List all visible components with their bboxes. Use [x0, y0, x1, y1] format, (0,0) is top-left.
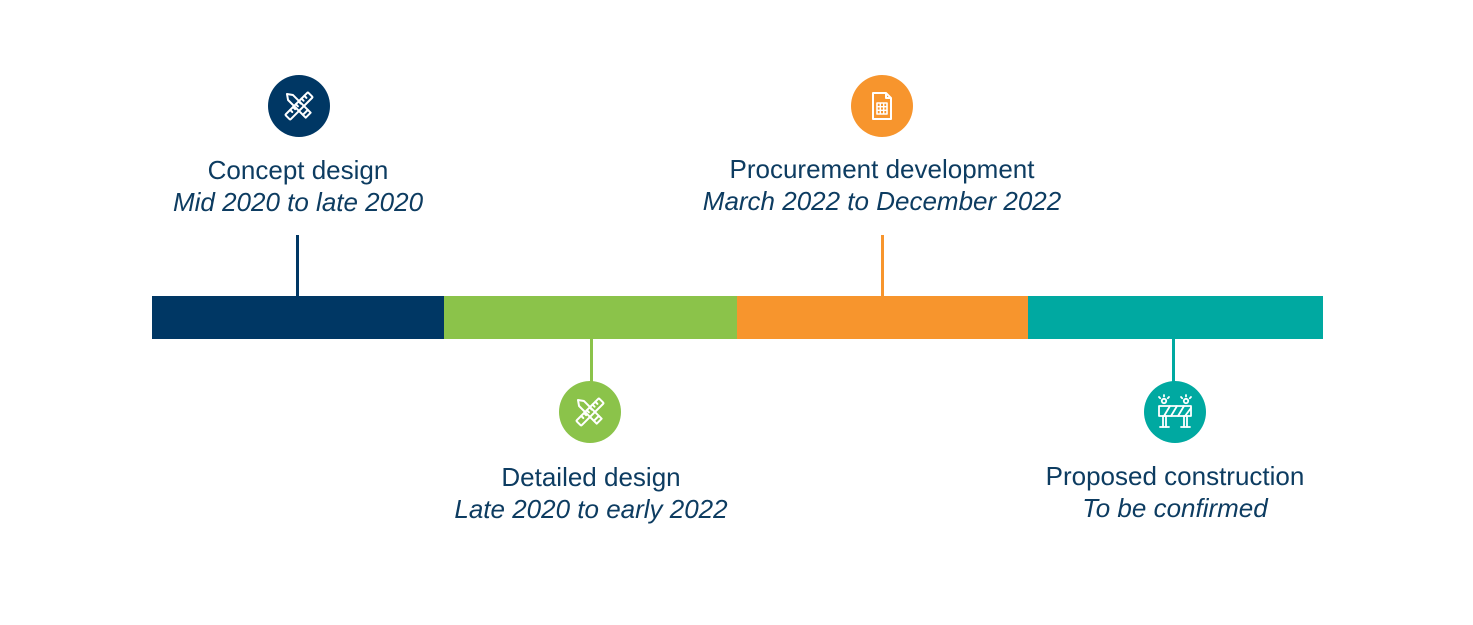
phase-title: Proposed construction: [1045, 461, 1305, 491]
timeline-segment-construction: [1028, 296, 1323, 339]
connector-concept: [296, 235, 299, 296]
design-tools-icon: [268, 75, 330, 137]
document-icon: [851, 75, 913, 137]
phase-title: Detailed design: [501, 462, 681, 492]
phase-dates: Late 2020 to early 2022: [454, 494, 728, 524]
timeline-segment-concept: [152, 296, 444, 339]
timeline-segment-detailed: [444, 296, 737, 339]
phase-label-detailed: Detailed design Late 2020 to early 2022: [411, 461, 771, 525]
phase-dates: March 2022 to December 2022: [702, 186, 1062, 216]
timeline-segment-procurement: [737, 296, 1028, 339]
connector-detailed: [590, 339, 593, 383]
connector-procurement: [881, 235, 884, 296]
design-tools-icon: [559, 381, 621, 443]
phase-label-construction: Proposed construction To be confirmed: [1005, 460, 1345, 524]
phase-dates: Mid 2020 to late 2020: [172, 187, 424, 217]
connector-construction: [1172, 339, 1175, 383]
road-barrier-icon: [1144, 381, 1206, 443]
phase-label-procurement: Procurement development March 2022 to De…: [672, 153, 1092, 217]
phase-label-concept: Concept design Mid 2020 to late 2020: [148, 154, 448, 218]
phase-title: Concept design: [207, 155, 389, 185]
phase-title: Procurement development: [729, 154, 1035, 184]
phase-dates: To be confirmed: [1082, 493, 1268, 523]
